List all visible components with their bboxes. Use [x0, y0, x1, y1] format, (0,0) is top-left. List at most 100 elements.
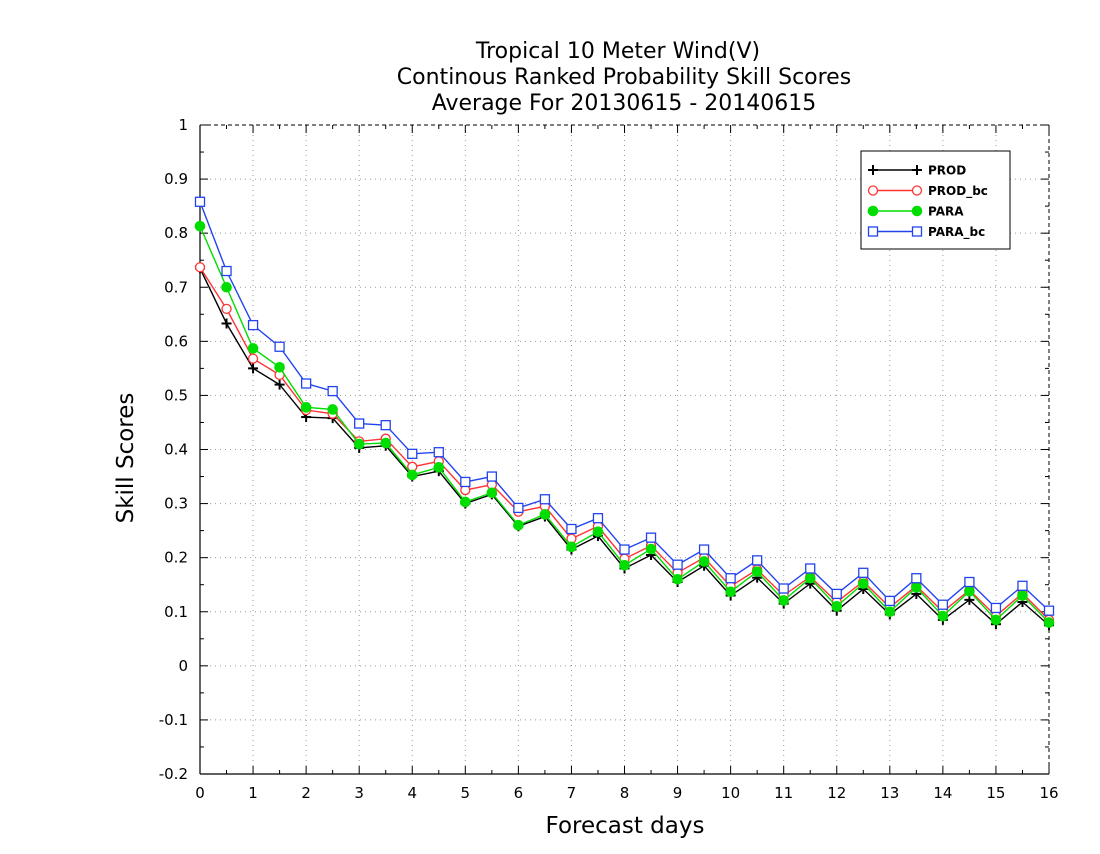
data-point — [194, 262, 206, 273]
data-point — [964, 594, 975, 605]
data-point — [592, 513, 604, 524]
x-tick-label: 3 — [354, 784, 364, 802]
y-tick-label: 0.5 — [164, 386, 188, 404]
x-tick-label: 4 — [407, 784, 417, 802]
data-point — [247, 343, 259, 354]
legend-label: PROD_bc — [928, 184, 988, 199]
data-point — [274, 379, 285, 390]
grid — [200, 125, 1049, 774]
data-point — [513, 519, 524, 531]
x-axis-label: Forecast days — [546, 813, 705, 839]
data-point — [539, 509, 551, 520]
data-point — [672, 559, 683, 570]
legend-label: PROD — [928, 164, 966, 178]
data-point — [433, 462, 445, 473]
data-point — [804, 572, 816, 584]
legend-item: PROD — [868, 164, 966, 178]
data-point — [221, 281, 232, 293]
data-point — [645, 532, 657, 543]
data-point — [884, 595, 895, 607]
data-point — [248, 363, 259, 374]
data-point — [911, 582, 922, 593]
y-tick-label: 0.3 — [164, 495, 188, 513]
data-point — [460, 476, 471, 488]
legend-label: PARA — [928, 205, 964, 219]
x-tick-label: 5 — [461, 784, 471, 802]
data-point — [937, 610, 949, 622]
data-point — [486, 487, 498, 499]
x-tick-label: 12 — [827, 784, 846, 802]
data-point — [858, 567, 869, 578]
data-point — [1043, 605, 1055, 616]
legend: PROD PROD_bc PARA PARA_bc — [860, 150, 1011, 250]
x-tick-label: 10 — [721, 784, 740, 802]
data-point — [221, 265, 232, 277]
x-tick-label: 6 — [514, 784, 524, 802]
data-point — [725, 573, 736, 584]
data-point — [407, 448, 418, 459]
data-point — [327, 385, 338, 397]
data-point — [1043, 617, 1055, 628]
data-point — [831, 588, 842, 600]
data-point — [300, 402, 312, 413]
data-point — [380, 437, 392, 449]
data-point — [194, 196, 206, 207]
data-point — [990, 614, 1002, 626]
data-point — [884, 606, 896, 618]
y-tick-label: 0.4 — [164, 441, 188, 459]
y-tick-label: 0.6 — [164, 332, 188, 350]
series-para — [194, 220, 1055, 628]
legend-marker-end — [911, 226, 923, 237]
data-point — [619, 544, 630, 555]
legend-marker-start — [867, 226, 879, 237]
y-tick-label: -0.2 — [159, 765, 188, 783]
data-point — [247, 353, 259, 364]
y-tick-label: 0.9 — [164, 170, 188, 188]
legend-marker-start — [867, 185, 879, 196]
y-tick-label: 0.2 — [164, 549, 188, 567]
x-tick-label: 0 — [195, 784, 205, 802]
data-point — [353, 438, 365, 450]
data-point — [274, 361, 285, 373]
chart-title-line-3: Average For 20130615 - 20140615 — [432, 91, 817, 116]
data-point — [725, 586, 736, 598]
data-point — [911, 573, 922, 584]
data-point — [592, 526, 604, 538]
x-tick-label: 1 — [248, 784, 258, 802]
x-tick-label: 13 — [880, 784, 899, 802]
data-point — [752, 555, 763, 566]
data-point — [221, 318, 232, 329]
chart-title: Tropical 10 Meter Wind(V) Continous Rank… — [397, 39, 851, 116]
data-point — [539, 494, 551, 505]
y-tick-label: 0 — [178, 657, 188, 675]
data-point — [778, 583, 789, 594]
data-point — [964, 585, 975, 597]
legend-marker-start — [868, 165, 878, 175]
x-tick-label: 11 — [774, 784, 793, 802]
legend-marker-start — [867, 205, 879, 217]
data-point — [698, 544, 710, 555]
legend-marker-end — [911, 185, 923, 196]
chart-title-line-2: Continous Ranked Probability Skill Score… — [397, 65, 851, 90]
legend-label: PARA_bc — [928, 225, 985, 240]
data-point — [194, 220, 206, 232]
data-point — [831, 601, 843, 612]
data-point — [274, 341, 285, 352]
data-point — [327, 404, 338, 415]
x-tick-label: 7 — [567, 784, 577, 802]
data-point — [247, 319, 259, 331]
series-para-bc — [194, 196, 1055, 616]
axis-ticks: 0 1 2 3 4 5 6 7 8 9 10 11 12 13 14 15 16-0.2-0.100.10.20… — [159, 116, 1059, 802]
data-point — [857, 578, 869, 589]
data-point — [805, 563, 816, 574]
x-tick-label: 8 — [620, 784, 630, 802]
data-point — [698, 556, 710, 567]
x-tick-label: 9 — [673, 784, 683, 802]
data-point — [566, 541, 577, 553]
data-point — [751, 566, 763, 578]
legend-box — [860, 150, 1011, 250]
x-tick-label: 16 — [1039, 784, 1058, 802]
data-point — [964, 576, 975, 588]
